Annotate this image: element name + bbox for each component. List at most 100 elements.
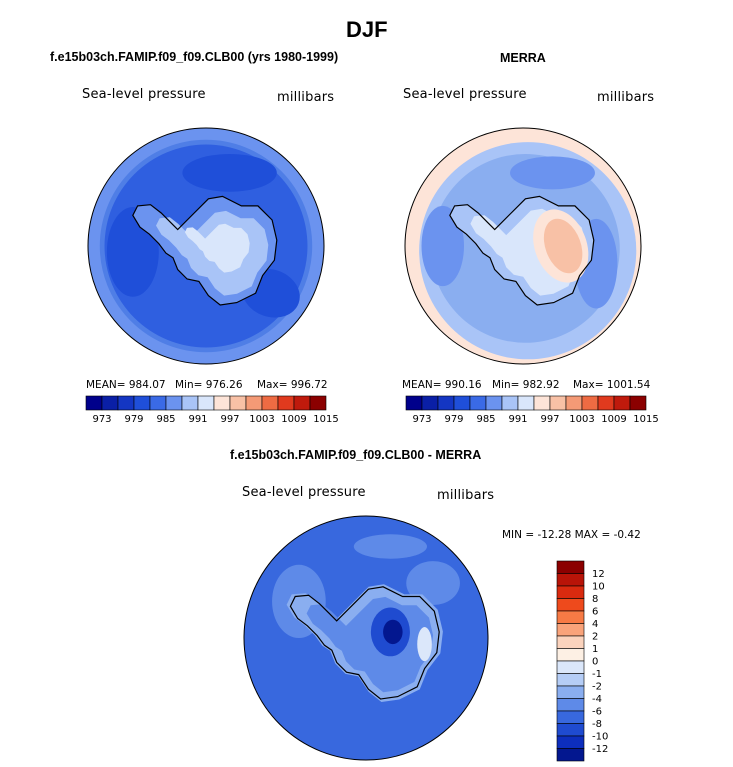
panel-1-colorbar-tick: 1009 bbox=[281, 414, 306, 425]
panel-2-colorbar-tick: 1003 bbox=[569, 414, 594, 425]
panel-2-colorbar-cell bbox=[453, 395, 471, 411]
panel-3-colorbar-cell bbox=[556, 610, 585, 624]
panel-2-min: Min= 982.92 bbox=[492, 379, 560, 391]
panel-1-map bbox=[87, 127, 325, 365]
panel-1-colorbar-tick: 979 bbox=[124, 414, 143, 425]
panel-1-units: millibars bbox=[277, 90, 335, 105]
panel-2-map bbox=[404, 127, 642, 365]
panel-1-colorbar-cell bbox=[309, 395, 327, 411]
panel-2-colorbar-cell bbox=[565, 395, 583, 411]
panel-1-variable: Sea-level pressure bbox=[82, 87, 206, 102]
panel-2-colorbar-cell bbox=[629, 395, 647, 411]
panel-1-colorbar-cell bbox=[293, 395, 311, 411]
panel-1-colorbar-cell bbox=[165, 395, 183, 411]
panel-3-minmax: MIN = -12.28 MAX = -0.42 bbox=[502, 529, 641, 541]
panel-2-colorbar-tick: 979 bbox=[444, 414, 463, 425]
panel-3-colorbar-cell bbox=[556, 723, 585, 737]
panel-2-colorbar-cell bbox=[581, 395, 599, 411]
panel-1-colorbar-tick: 997 bbox=[220, 414, 239, 425]
panel-1-colorbar-cell bbox=[213, 395, 231, 411]
panel-3-units: millibars bbox=[437, 488, 495, 503]
panel-1-title: f.e15b03ch.FAMIP.f09_f09.CLB00 (yrs 1980… bbox=[50, 50, 339, 64]
panel-1-colorbar-cell bbox=[85, 395, 103, 411]
panel-2-mean: MEAN= 990.16 bbox=[402, 379, 482, 391]
panel-1-colorbar-cell bbox=[197, 395, 215, 411]
panel-1-coastline bbox=[132, 195, 278, 306]
panel-2-colorbar-cell bbox=[517, 395, 535, 411]
panel-2-colorbar-cell bbox=[597, 395, 615, 411]
panel-3-colorbar-cell bbox=[556, 685, 585, 699]
panel-1-colorbar: 973 979 985 991 997 1003 1009 1015 bbox=[85, 395, 339, 425]
panel-2-colorbar-tick: 991 bbox=[508, 414, 527, 425]
panel-1-colorbar-cell bbox=[229, 395, 247, 411]
panel-3-colorbar-cell bbox=[556, 560, 585, 574]
panel-2-colorbar-cell bbox=[501, 395, 519, 411]
page-title: DJF bbox=[346, 17, 388, 42]
panel-1-contour bbox=[182, 153, 277, 192]
panel-2-colorbar-tick: 985 bbox=[476, 414, 495, 425]
panel-3-colorbar-tick: -8 bbox=[592, 719, 602, 730]
panel-3-contour bbox=[406, 561, 460, 606]
panel-2-colorbar-cell bbox=[533, 395, 551, 411]
panel-2-colorbar-tick: 1009 bbox=[601, 414, 626, 425]
panel-1-colorbar-tick: 991 bbox=[188, 414, 207, 425]
panel-3-contour bbox=[353, 534, 427, 559]
panel-3-colorbar-tick: -1 bbox=[592, 669, 602, 680]
panel-3-colorbar-cell bbox=[556, 660, 585, 674]
panel-2-colorbar: 973 979 985 991 997 1003 1009 1015 bbox=[405, 395, 659, 425]
panel-1-colorbar-cell bbox=[133, 395, 151, 411]
panel-3-colorbar-tick: 10 bbox=[592, 582, 605, 593]
panel-3-colorbar-cell bbox=[556, 573, 585, 587]
panel-1-contour bbox=[88, 128, 324, 364]
panel-2-contour bbox=[421, 205, 465, 287]
panel-1-map-border bbox=[87, 127, 325, 365]
panel-3-colorbar-tick: -2 bbox=[592, 682, 602, 693]
panel-3-coastline bbox=[289, 586, 440, 700]
panel-1-max: Max= 996.72 bbox=[257, 379, 328, 391]
panel-3-title: f.e15b03ch.FAMIP.f09_f09.CLB00 - MERRA bbox=[230, 448, 482, 462]
panel-2-colorbar-tick: 973 bbox=[412, 414, 431, 425]
panel-3-map-border bbox=[243, 515, 489, 761]
panel-3-colorbar-cell bbox=[556, 585, 585, 599]
panel-2-coastline bbox=[449, 195, 595, 306]
panel-1-colorbar-tick: 1003 bbox=[249, 414, 274, 425]
panel-2-contour bbox=[510, 156, 595, 190]
panel-1-colorbar-cell bbox=[277, 395, 295, 411]
panel-3-variable: Sea-level pressure bbox=[242, 485, 366, 500]
panel-1-colorbar-cell bbox=[181, 395, 199, 411]
panel-3-colorbar-tick: -10 bbox=[592, 732, 608, 743]
panel-1-colorbar-cell bbox=[245, 395, 263, 411]
panel-3-colorbar-cell bbox=[556, 623, 585, 637]
panel-2-map-border bbox=[404, 127, 642, 365]
panel-1-contour bbox=[184, 223, 250, 273]
panel-3-colorbar-cell bbox=[556, 735, 585, 749]
panel-1-colorbar-tick: 973 bbox=[92, 414, 111, 425]
panel-3-colorbar-tick: 1 bbox=[592, 644, 598, 655]
panel-2-colorbar-cell bbox=[437, 395, 455, 411]
panel-3-colorbar-cell bbox=[556, 648, 585, 662]
panel-3-colorbar-cell bbox=[556, 748, 585, 762]
panel-1-colorbar-cell bbox=[117, 395, 135, 411]
panel-2-colorbar-tick: 997 bbox=[540, 414, 559, 425]
panel-3-map bbox=[243, 515, 489, 761]
panel-1-mean: MEAN= 984.07 bbox=[86, 379, 166, 391]
panel-1-colorbar-tick: 985 bbox=[156, 414, 175, 425]
panel-3-colorbar-tick: -6 bbox=[592, 707, 602, 718]
panel-2-colorbar-cell bbox=[485, 395, 503, 411]
panel-2-colorbar-cell bbox=[549, 395, 567, 411]
panel-3-colorbar-cell bbox=[556, 598, 585, 612]
panel-2-contour bbox=[543, 218, 583, 274]
panel-1-colorbar-cell bbox=[261, 395, 279, 411]
panel-3-colorbar-cell bbox=[556, 698, 585, 712]
panel-2-variable: Sea-level pressure bbox=[403, 87, 527, 102]
panel-2-colorbar-cell bbox=[469, 395, 487, 411]
panel-3-colorbar-cell bbox=[556, 635, 585, 649]
panel-2-colorbar-tick: 1015 bbox=[633, 414, 658, 425]
panel-1-colorbar-cell bbox=[149, 395, 167, 411]
panel-3-colorbar-tick: 4 bbox=[592, 619, 598, 630]
panel-3-contour bbox=[383, 619, 403, 645]
panel-3-colorbar-tick: 8 bbox=[592, 594, 598, 605]
panel-1-colorbar-tick: 1015 bbox=[313, 414, 338, 425]
